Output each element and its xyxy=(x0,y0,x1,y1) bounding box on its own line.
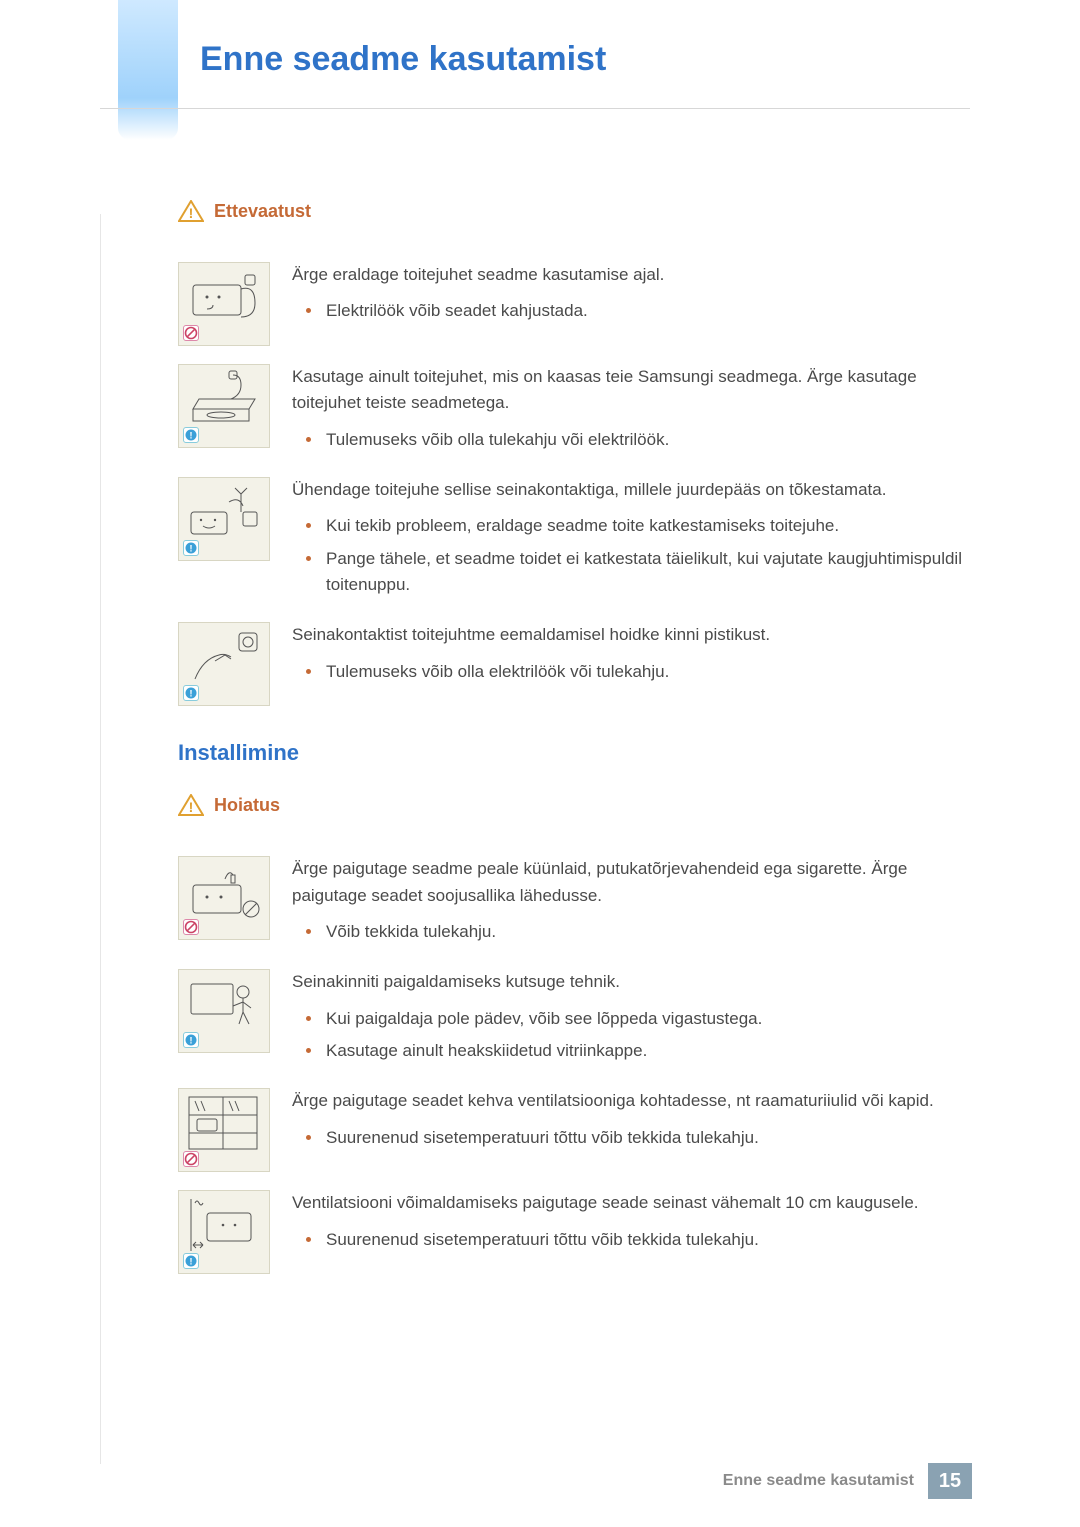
instruction-row: Ärge paigutage seadme peale küünlaid, pu… xyxy=(178,856,968,951)
instruction-lead: Ärge paigutage seadet kehva ventilatsioo… xyxy=(292,1088,968,1114)
bullet-item: Kui tekib probleem, eraldage seadme toit… xyxy=(292,513,968,539)
instruction-lead: Ärge eraldage toitejuhet seadme kasutami… xyxy=(292,262,968,288)
instruction-text: Ärge paigutage seadme peale küünlaid, pu… xyxy=(292,856,968,951)
instruction-illustration xyxy=(178,262,270,346)
callout-label: Ettevaatust xyxy=(214,201,311,222)
instruction-text: Kasutage ainult toitejuhet, mis on kaasa… xyxy=(292,364,968,459)
info-icon: ! xyxy=(183,1032,199,1048)
prohibit-icon xyxy=(183,1151,199,1167)
callout-ettevaatust: ! Ettevaatust xyxy=(178,200,968,222)
left-margin-rule xyxy=(100,214,101,1464)
instruction-row: ! Kasutage ainult toitejuhet, mis on kaas… xyxy=(178,364,968,459)
info-icon: ! xyxy=(183,685,199,701)
svg-text:!: ! xyxy=(190,544,193,554)
instruction-illustration: ! xyxy=(178,622,270,706)
instruction-text: Ärge eraldage toitejuhet seadme kasutami… xyxy=(292,262,968,331)
instruction-illustration xyxy=(178,856,270,940)
bullet-item: Suurenenud sisetemperatuuri tõttu võib t… xyxy=(292,1227,968,1253)
instruction-illustration: ! xyxy=(178,364,270,448)
instruction-illustration: ! xyxy=(178,969,270,1053)
title-rule xyxy=(100,108,970,109)
callout-hoiatus: ! Hoiatus xyxy=(178,794,968,816)
instruction-illustration: ! xyxy=(178,1190,270,1274)
svg-text:!: ! xyxy=(189,799,194,815)
instruction-text: Seinakinniti paigaldamiseks kutsuge tehn… xyxy=(292,969,968,1070)
warning-triangle-icon: ! xyxy=(178,794,204,816)
instruction-text: Ventilatsiooni võimaldamiseks paigutage … xyxy=(292,1190,968,1259)
svg-text:!: ! xyxy=(190,689,193,699)
bullet-item: Pange tähele, et seadme toidet ei katkes… xyxy=(292,546,968,599)
instruction-bullets: Kui tekib probleem, eraldage seadme toit… xyxy=(292,513,968,598)
instruction-lead: Seinakontaktist toitejuhtme eemaldamisel… xyxy=(292,622,968,648)
warning-triangle-icon: ! xyxy=(178,200,204,222)
page-number: 15 xyxy=(928,1463,972,1499)
bullet-item: Tulemuseks võib olla tulekahju või elekt… xyxy=(292,427,968,453)
callout-label: Hoiatus xyxy=(214,795,280,816)
svg-text:!: ! xyxy=(189,205,194,221)
prohibit-icon xyxy=(183,325,199,341)
bullet-item: Tulemuseks võib olla elektrilöök või tul… xyxy=(292,659,968,685)
instruction-lead: Seinakinniti paigaldamiseks kutsuge tehn… xyxy=(292,969,968,995)
bullet-item: Võib tekkida tulekahju. xyxy=(292,919,968,945)
instruction-illustration: ! xyxy=(178,477,270,561)
footer-text: Enne seadme kasutamist xyxy=(723,1472,914,1490)
svg-text:!: ! xyxy=(190,1257,193,1267)
section-heading-install: Installimine xyxy=(178,740,968,766)
chapter-title: Enne seadme kasutamist xyxy=(200,40,606,79)
info-icon: ! xyxy=(183,540,199,556)
instruction-bullets: Võib tekkida tulekahju. xyxy=(292,919,968,945)
side-tab xyxy=(118,0,178,140)
bullet-item: Kasutage ainult heakskiidetud vitriinkap… xyxy=(292,1038,968,1064)
bullet-item: Suurenenud sisetemperatuuri tõttu võib t… xyxy=(292,1125,968,1151)
instruction-row: Ärge eraldage toitejuhet seadme kasutami… xyxy=(178,262,968,346)
instruction-bullets: Suurenenud sisetemperatuuri tõttu võib t… xyxy=(292,1125,968,1151)
instruction-row: Ärge paigutage seadet kehva ventilatsioo… xyxy=(178,1088,968,1172)
instruction-lead: Kasutage ainult toitejuhet, mis on kaasa… xyxy=(292,364,968,417)
instruction-row: ! Seinakontaktist toitejuhtme eemaldamise… xyxy=(178,622,968,706)
instruction-text: Ühendage toitejuhe sellise seinakontakti… xyxy=(292,477,968,604)
info-icon: ! xyxy=(183,1253,199,1269)
prohibit-icon xyxy=(183,919,199,935)
instruction-row: ! Ventilatsiooni võimaldamiseks paigutage… xyxy=(178,1190,968,1274)
instruction-bullets: Tulemuseks võib olla elektrilöök või tul… xyxy=(292,659,968,685)
instruction-row: ! Seinakinniti paigaldamiseks kutsuge teh… xyxy=(178,969,968,1070)
instruction-lead: Ühendage toitejuhe sellise seinakontakti… xyxy=(292,477,968,503)
svg-text:!: ! xyxy=(190,1036,193,1046)
instruction-lead: Ärge paigutage seadme peale küünlaid, pu… xyxy=(292,856,968,909)
bullet-item: Kui paigaldaja pole pädev, võib see lõpp… xyxy=(292,1006,968,1032)
page-footer: Enne seadme kasutamist 15 xyxy=(0,1463,1080,1499)
instruction-text: Ärge paigutage seadet kehva ventilatsioo… xyxy=(292,1088,968,1157)
info-icon: ! xyxy=(183,427,199,443)
instruction-lead: Ventilatsiooni võimaldamiseks paigutage … xyxy=(292,1190,968,1216)
instruction-illustration xyxy=(178,1088,270,1172)
instruction-bullets: Kui paigaldaja pole pädev, võib see lõpp… xyxy=(292,1006,968,1065)
instruction-row: ! Ühendage toitejuhe sellise seinakontakt… xyxy=(178,477,968,604)
instruction-bullets: Suurenenud sisetemperatuuri tõttu võib t… xyxy=(292,1227,968,1253)
content-area: ! Ettevaatust Ärge eraldage toitejuhet s… xyxy=(178,200,968,1292)
instruction-bullets: Tulemuseks võib olla tulekahju või elekt… xyxy=(292,427,968,453)
svg-text:!: ! xyxy=(190,431,193,441)
bullet-item: Elektrilöök võib seadet kahjustada. xyxy=(292,298,968,324)
instruction-bullets: Elektrilöök võib seadet kahjustada. xyxy=(292,298,968,324)
instruction-text: Seinakontaktist toitejuhtme eemaldamisel… xyxy=(292,622,968,691)
